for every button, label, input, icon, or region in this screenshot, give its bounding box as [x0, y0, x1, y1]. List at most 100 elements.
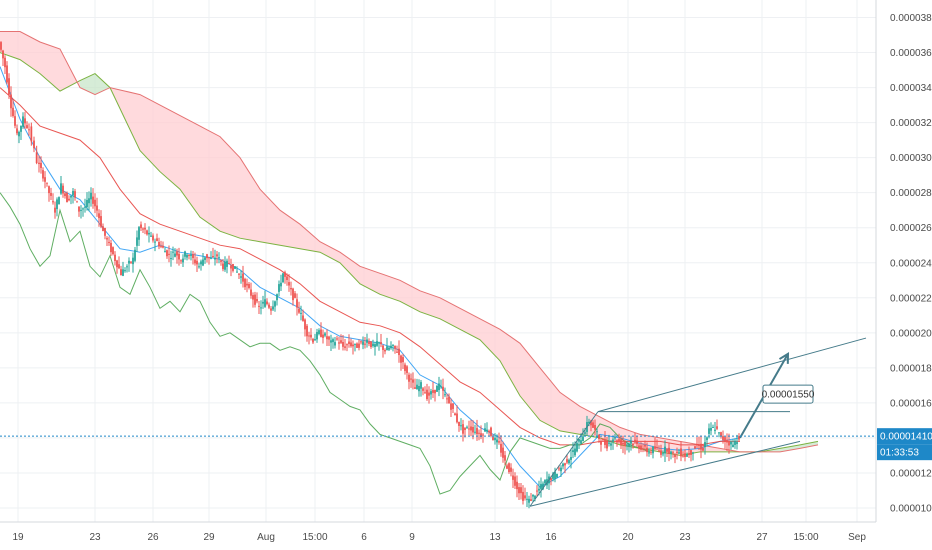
- candle-body: [566, 459, 568, 463]
- x-tick-label: Sep: [848, 532, 866, 543]
- candle-body: [694, 446, 696, 449]
- candle-body: [600, 441, 602, 445]
- candle-body: [402, 357, 404, 363]
- candle-body: [304, 319, 306, 330]
- candle-body: [618, 439, 620, 442]
- candle-body: [496, 439, 498, 443]
- candle-body: [128, 260, 130, 264]
- grid: [0, 0, 876, 522]
- candle-body: [728, 441, 730, 446]
- candle-body: [224, 261, 226, 270]
- candle-body: [150, 235, 152, 237]
- candle-body: [126, 266, 128, 268]
- candle-body: [302, 315, 304, 321]
- candle-body: [170, 258, 172, 260]
- candle-body: [484, 428, 486, 432]
- cloud-segment: [480, 318, 500, 361]
- candle-body: [470, 426, 472, 431]
- candle-body: [572, 450, 574, 453]
- candle-body: [690, 450, 692, 455]
- y-tick-label: 0.00001200: [890, 468, 932, 479]
- candle-body: [508, 463, 510, 473]
- candle-body: [182, 258, 184, 263]
- candle-body: [454, 413, 456, 416]
- candle-body: [564, 463, 566, 466]
- candle-body: [468, 428, 470, 430]
- candle-body: [196, 260, 198, 265]
- cloud-segment: [340, 252, 360, 284]
- candle-body: [464, 427, 466, 431]
- candle-body: [120, 269, 122, 276]
- candle-body: [298, 308, 300, 313]
- candle-body: [396, 351, 398, 353]
- cloud-segment: [140, 94, 160, 172]
- price-annotation[interactable]: 0.00001550: [762, 384, 815, 404]
- candle-body: [220, 260, 222, 262]
- candle-body: [504, 455, 506, 461]
- annotation-label: 0.00001550: [762, 390, 815, 401]
- kijun-line: [0, 87, 740, 446]
- candle-body: [376, 341, 378, 346]
- y-tick-label: 0.00002400: [890, 258, 932, 269]
- cloud-segment: [125, 91, 140, 151]
- candle-body: [460, 425, 462, 427]
- x-tick-label: 16: [545, 532, 557, 543]
- candle-body: [640, 445, 642, 450]
- candle-body: [84, 206, 86, 208]
- y-tick-label: 0.00003600: [890, 48, 932, 59]
- candle-body: [366, 339, 368, 343]
- candle-body: [558, 468, 560, 470]
- trend-drawings[interactable]: [529, 337, 867, 507]
- candle-body: [88, 198, 90, 204]
- candle-body: [60, 183, 62, 194]
- candle-body: [0, 42, 2, 50]
- candle-body: [428, 392, 430, 396]
- candle-body: [70, 195, 72, 198]
- candle-body: [722, 436, 724, 441]
- candle-body: [136, 237, 138, 246]
- candle-body: [188, 254, 190, 256]
- candle-body: [96, 205, 98, 211]
- candle-body: [494, 437, 496, 441]
- candle-body: [626, 444, 628, 446]
- candle-body: [574, 448, 576, 456]
- candle-body: [604, 439, 606, 445]
- candle-body: [578, 438, 580, 442]
- candle-body: [56, 199, 58, 210]
- candle-body: [180, 260, 182, 262]
- candle-body: [256, 298, 258, 302]
- candle-body: [392, 344, 394, 346]
- candle-body: [216, 254, 218, 257]
- candle-body: [254, 294, 256, 305]
- candle-body: [448, 396, 450, 404]
- cloud-segment: [40, 42, 60, 92]
- candle-body: [628, 443, 630, 447]
- time-axis[interactable]: 19 23 26 29 Aug 15:00 6 9 13 16 20 23 27 15:00 Sep: [12, 532, 866, 543]
- y-tick-label: 0.00001800: [890, 363, 932, 374]
- candle-body: [400, 355, 402, 363]
- candle-body: [734, 440, 736, 445]
- candle-body: [226, 260, 228, 267]
- cloud-segment: [160, 105, 180, 190]
- cloud-segment: [560, 392, 580, 435]
- candle-body: [33, 140, 35, 149]
- candle-body: [606, 440, 608, 449]
- candle-body: [236, 271, 238, 273]
- x-tick-label: 20: [622, 532, 634, 543]
- current-price-label: 0.00001410: [880, 432, 932, 443]
- y-tick-label: 0.00003400: [890, 83, 932, 94]
- candle-body: [442, 386, 444, 391]
- candle-body: [510, 467, 512, 472]
- candle-body: [172, 251, 174, 253]
- candle-body: [354, 343, 356, 345]
- candle-body: [110, 242, 112, 253]
- cloud-segment: [380, 273, 400, 302]
- candle-body: [14, 116, 16, 126]
- candle-body: [552, 473, 554, 479]
- cloud-segment: [360, 266, 380, 295]
- candle-body: [262, 301, 264, 304]
- candle-body: [228, 262, 230, 264]
- candle-body: [152, 235, 154, 241]
- candle-body: [648, 452, 650, 454]
